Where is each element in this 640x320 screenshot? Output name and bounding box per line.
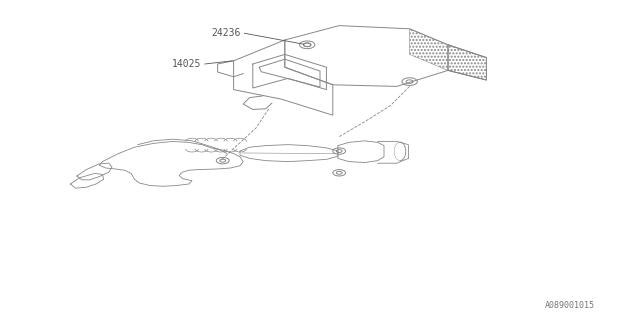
Text: 14025: 14025	[172, 59, 201, 69]
Text: A089001015: A089001015	[545, 301, 595, 310]
Text: 24236: 24236	[211, 28, 241, 38]
